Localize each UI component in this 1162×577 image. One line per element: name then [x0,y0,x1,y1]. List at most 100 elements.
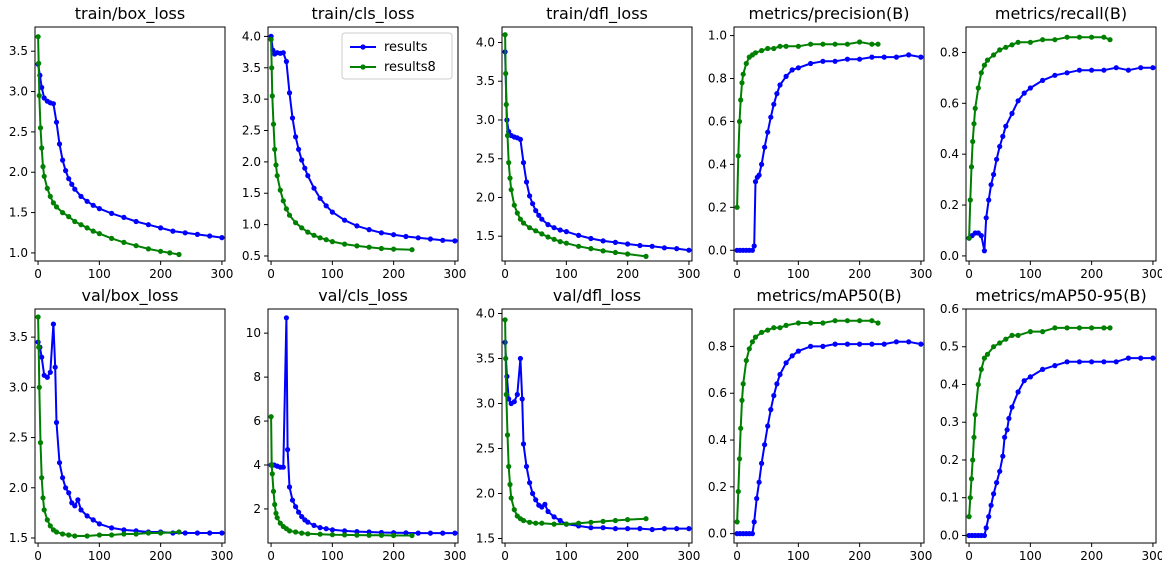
data-point [219,530,225,536]
data-point [507,481,513,488]
data-point [588,235,594,242]
data-point [293,529,299,535]
data-point [121,214,127,220]
data-point [299,530,305,536]
data-point [409,532,415,539]
data-point [1076,325,1082,331]
data-point [305,519,311,525]
y-tick-label: 0.2 [940,198,959,212]
y-tick-label: 1.5 [476,229,495,243]
data-point [506,463,512,470]
data-point [1125,67,1131,73]
data-point [354,532,360,538]
data-point [296,146,302,152]
data-point [637,526,643,532]
data-point [391,532,397,539]
y-tick-label: 2.0 [242,155,261,169]
data-point [72,218,78,225]
y-tick-label: 2.5 [476,152,495,166]
data-point [756,479,762,485]
series-results8 [268,414,415,539]
x-tick-label: 200 [149,549,172,563]
data-point [366,244,372,250]
data-point [832,318,838,324]
y-tick-label: 2.5 [242,124,261,138]
axes-frame [965,26,1157,262]
data-point [109,210,115,216]
subplot-title: val/cls_loss [318,286,408,306]
x-tick-label: 300 [443,549,466,563]
data-point [771,101,777,107]
data-point [994,480,1000,486]
data-point [305,173,311,179]
data-point [286,528,293,534]
data-point [1027,85,1033,91]
data-point [991,491,997,497]
data-point [96,521,102,527]
data-point [893,54,900,60]
data-point [506,160,512,166]
data-point [272,501,278,508]
data-point [84,198,90,204]
data-point [158,248,164,254]
data-point [84,513,90,519]
data-point [520,517,527,524]
data-point [588,525,594,531]
data-point [649,243,655,249]
data-point [994,156,1000,162]
data-point [514,210,520,216]
series-line [968,326,1110,517]
data-point [625,526,631,532]
data-point [1015,332,1021,338]
x-tick-label: 0 [501,267,509,281]
data-point [342,532,348,538]
data-point [1138,355,1144,361]
y-tick-label: 4.0 [476,35,495,49]
y-tick-label: 0.4 [940,377,959,391]
data-point [771,393,777,399]
y-tick-label: 0.0 [940,249,959,263]
data-point [277,520,283,526]
data-point [844,318,851,324]
data-point [508,187,514,193]
data-point [90,202,96,208]
data-point [875,41,881,47]
data-point [875,320,881,326]
axes-frame [733,26,925,262]
axes-frame [34,26,226,262]
data-point [1000,133,1006,139]
data-point [563,229,570,235]
data-point [777,82,783,88]
y-tick-label: 1.5 [9,531,28,545]
data-point [978,70,984,76]
data-point [984,57,991,63]
x-tick-label: 300 [210,267,233,281]
data-point [542,501,548,507]
x-tick-label: 0 [267,267,275,281]
data-point [35,34,41,40]
data-point [762,442,768,448]
subplot-1: train/cls_loss 0 100 200 300 0.5 1.0 1.5 2.0 2.5 3… [242,4,466,281]
data-point [1089,34,1095,40]
series-line [969,357,1153,537]
data-point [918,341,924,347]
data-point [984,351,991,357]
y-tick-label: 2.0 [9,481,28,495]
legend-label: results8 [384,60,436,75]
data-point [72,503,78,509]
data-point [66,532,72,538]
data-point [978,366,984,372]
data-point [783,73,789,79]
data-point [39,354,45,360]
data-point [35,314,41,320]
data-point [520,160,527,166]
data-point [661,245,668,251]
data-point [272,146,278,152]
data-point [844,341,851,347]
data-point [75,497,81,503]
data-point [41,173,47,179]
data-point [84,533,90,539]
data-point [1040,37,1046,43]
data-point [289,115,296,121]
data-point [1052,363,1058,369]
